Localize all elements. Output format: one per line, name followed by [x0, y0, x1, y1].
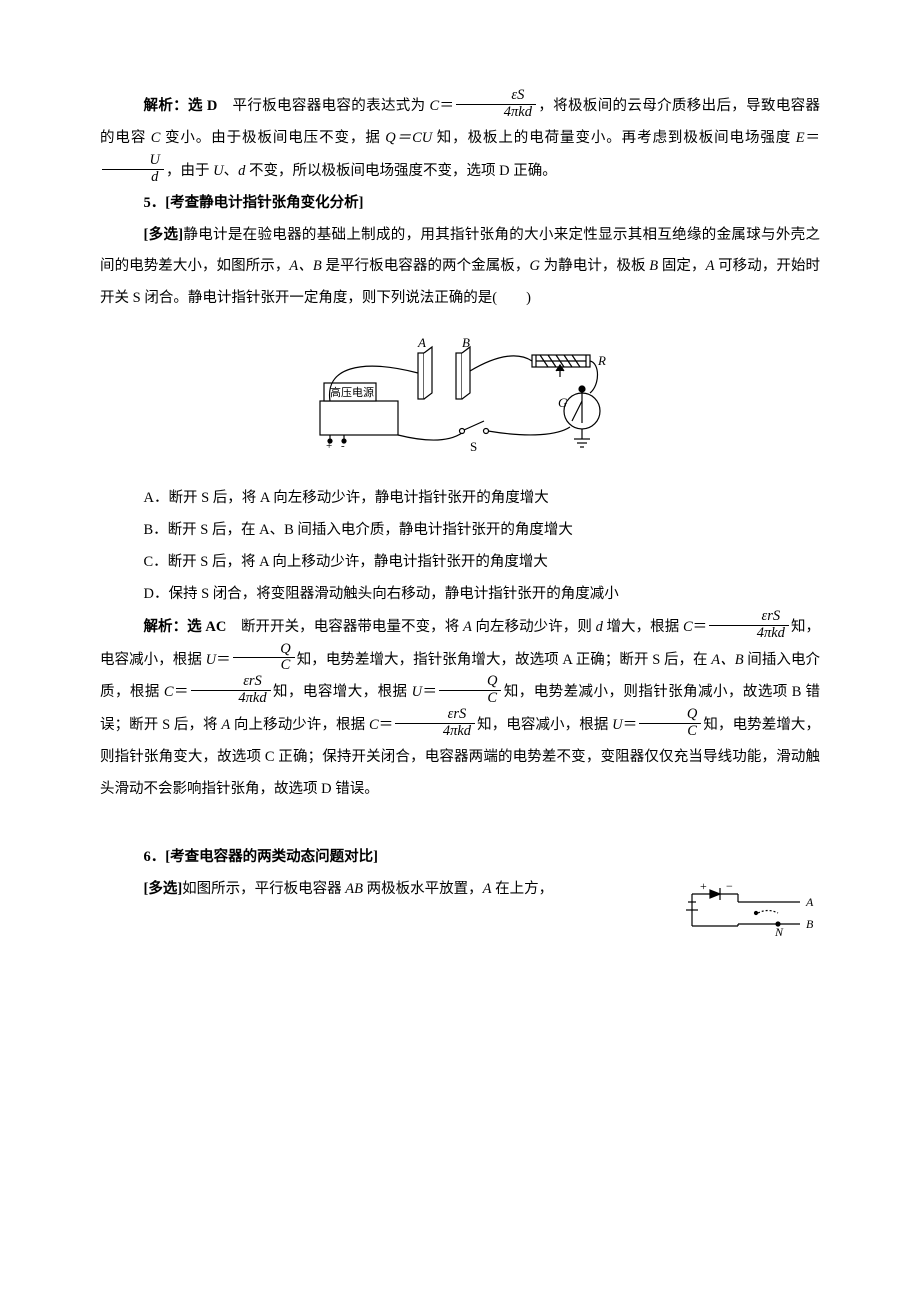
var: U [213, 163, 223, 179]
fraction: Ud [102, 153, 164, 186]
label-N: N [774, 925, 784, 939]
var: U [412, 684, 422, 700]
fraction: QC [639, 707, 701, 740]
fraction: QC [233, 642, 295, 675]
var: U [612, 717, 622, 733]
q6-header: 6．[考查电容器的两类动态问题对比] [100, 842, 820, 874]
q5-explanation: 解析：选 AC 断开开关，电容器带电量不变，将 A 向左移动少许，则 d 增大，… [100, 611, 820, 806]
var: G [529, 258, 539, 274]
label-A: A [417, 335, 426, 350]
label-B: B [806, 917, 814, 931]
multi-select-tag: [多选] [144, 881, 183, 897]
q6-block: + − A B N [多选]如图所示，平行板电容器 AB 两极板水平放置，A 在… [100, 874, 820, 906]
var: B [649, 258, 658, 274]
text: 为静电计，极板 [540, 258, 649, 274]
answer: 选 D [188, 98, 217, 114]
text: 知，电容增大，根据 [273, 684, 412, 700]
fraction: εrS4πkd [709, 609, 789, 642]
text: 不变，所以极板间电场强度不变，选项 D 正确。 [245, 163, 556, 179]
eq: ＝ [422, 684, 437, 700]
plus-label: + [700, 880, 707, 893]
q4-explanation: 解析：选 D 平行板电容器电容的表达式为 C＝εS4πkd，将极板间的云母介质移… [100, 90, 820, 188]
var: C [369, 717, 379, 733]
text: 如图所示，平行板电容器 [182, 881, 345, 897]
text: 变小。由于极板间电压不变，据 [160, 130, 385, 146]
eq: ＝ [379, 717, 394, 733]
fraction: εrS4πkd [395, 707, 475, 740]
capacitor-diagram: + − A B N [680, 880, 820, 940]
eq: ＝ [623, 717, 638, 733]
fraction: εrS4πkd [191, 674, 271, 707]
var: U [206, 651, 216, 667]
text: 平行板电容器电容的表达式为 [217, 98, 429, 114]
label-S: S [470, 439, 477, 454]
spacer [100, 806, 820, 824]
text: 断开开关，电容器带电量不变，将 [226, 618, 463, 634]
text: 两极板水平放置， [363, 881, 483, 897]
eq: ＝ [805, 130, 820, 146]
text: 向左移动少许，则 [472, 618, 596, 634]
svg-text:-: - [341, 440, 345, 452]
eq: Q＝CU [385, 130, 432, 146]
q5-figure: A B R G S 高压电源 + - [100, 323, 820, 471]
svg-text:+: + [326, 440, 332, 452]
var: C [429, 98, 439, 114]
label-G: G [558, 395, 568, 410]
var: C [151, 130, 161, 146]
var: A [483, 881, 492, 897]
text: 向上移动少许，根据 [230, 717, 369, 733]
eq: ＝ [439, 98, 454, 114]
text: 知，电势差增大，指针张角增大，故选项 A 正确；断开 S 后，在 [297, 651, 712, 667]
label-R: R [597, 353, 606, 368]
q5-option-d: D．保持 S 闭合，将变阻器滑动触头向右移动，静电计指针张开的角度减小 [100, 579, 820, 611]
label-A: A [805, 895, 814, 909]
explain-label: 解析： [144, 98, 189, 114]
var: E [796, 130, 805, 146]
explain-label: 解析： [144, 618, 188, 634]
spacer [100, 824, 820, 842]
circuit-diagram: A B R G S 高压电源 + - [300, 323, 620, 458]
q6-figure: + − A B N [680, 880, 820, 953]
fraction: QC [439, 674, 501, 707]
fraction: εS4πkd [456, 88, 536, 121]
q5-option-b: B．断开 S 后，在 A、B 间插入电介质，静电计指针张开的角度增大 [100, 515, 820, 547]
eq: ＝ [174, 684, 189, 700]
q5-header: 5．[考查静电计指针张角变化分析] [100, 188, 820, 220]
answer: 选 AC [187, 618, 226, 634]
var: A、B [711, 651, 743, 667]
text: ，由于 [166, 163, 213, 179]
var: A、B [289, 258, 321, 274]
text: 知，极板上的电荷量变小。再考虑到极板间电场强度 [432, 130, 796, 146]
text: 是平行板电容器的两个金属板， [322, 258, 530, 274]
minus-label: − [726, 880, 733, 893]
eq: ＝ [693, 618, 708, 634]
text: 知，电容减小，根据 [477, 717, 612, 733]
multi-select-tag: [多选] [144, 227, 184, 243]
var: A [221, 717, 230, 733]
text: 在上方， [492, 881, 554, 897]
var: A [463, 618, 472, 634]
q5-stem: [多选]静电计是在验电器的基础上制成的，用其指针张角的大小来定性显示其相互绝缘的… [100, 220, 820, 316]
var: d [596, 618, 603, 634]
text: 固定， [658, 258, 705, 274]
q5-option-a: A．断开 S 后，将 A 向左移动少许，静电计指针张开的角度增大 [100, 483, 820, 515]
q5-option-c: C．断开 S 后，将 A 向上移动少许，静电计指针张开的角度增大 [100, 547, 820, 579]
label-B: B [462, 335, 470, 350]
var: C [683, 618, 693, 634]
text: 增大，根据 [603, 618, 683, 634]
label-source: 高压电源 [330, 385, 374, 399]
var: AB [345, 881, 363, 897]
var: C [164, 684, 174, 700]
sep: 、 [224, 163, 239, 179]
eq: ＝ [216, 651, 231, 667]
